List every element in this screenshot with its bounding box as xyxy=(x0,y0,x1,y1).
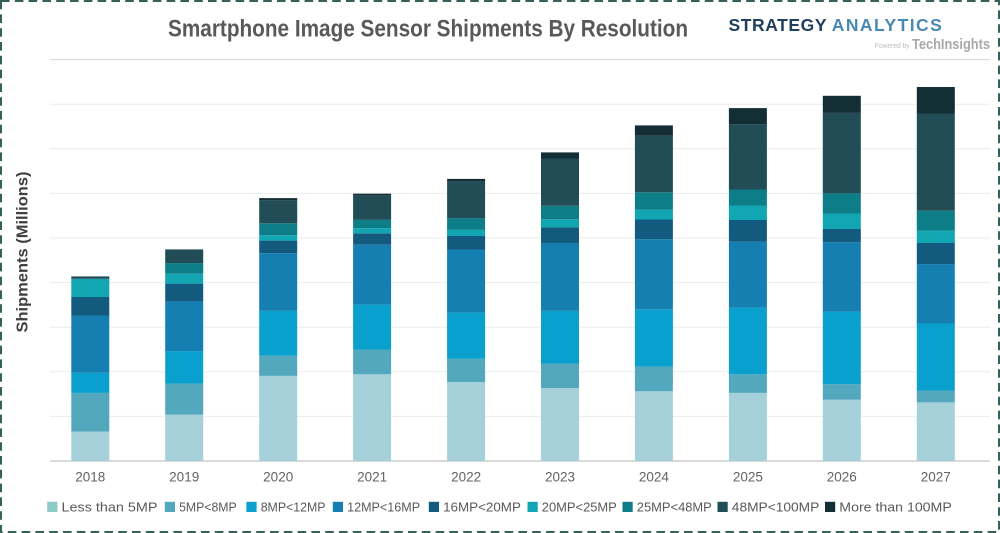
svg-text:STRATEGY: STRATEGY xyxy=(729,15,827,35)
svg-text:2019: 2019 xyxy=(169,470,199,485)
svg-text:2020: 2020 xyxy=(263,470,293,485)
svg-text:16MP<20MP: 16MP<20MP xyxy=(443,500,521,515)
svg-text:2022: 2022 xyxy=(451,470,481,485)
svg-text:More than 100MP: More than 100MP xyxy=(839,500,952,515)
svg-text:2021: 2021 xyxy=(357,470,387,485)
svg-text:Powered by: Powered by xyxy=(875,41,910,50)
svg-text:2027: 2027 xyxy=(921,470,951,485)
svg-text:25MP<48MP: 25MP<48MP xyxy=(637,500,712,515)
svg-text:2018: 2018 xyxy=(75,470,105,485)
svg-text:2023: 2023 xyxy=(545,470,575,485)
svg-text:ANALYTICS: ANALYTICS xyxy=(832,15,942,35)
svg-text:5MP<8MP: 5MP<8MP xyxy=(179,500,237,515)
svg-text:Smartphone Image Sensor Shipme: Smartphone Image Sensor Shipments By Res… xyxy=(168,16,688,43)
svg-text:2026: 2026 xyxy=(827,470,857,485)
svg-text:8MP<12MP: 8MP<12MP xyxy=(261,500,326,515)
svg-text:20MP<25MP: 20MP<25MP xyxy=(542,500,617,515)
svg-text:2024: 2024 xyxy=(639,470,670,485)
svg-text:48MP<100MP: 48MP<100MP xyxy=(732,500,820,515)
svg-text:12MP<16MP: 12MP<16MP xyxy=(347,500,420,515)
svg-text:2025: 2025 xyxy=(733,470,763,485)
svg-text:Shipments (Millions): Shipments (Millions) xyxy=(15,172,32,333)
svg-text:TechInsights: TechInsights xyxy=(912,36,990,53)
svg-text:Less than 5MP: Less than 5MP xyxy=(62,500,158,515)
